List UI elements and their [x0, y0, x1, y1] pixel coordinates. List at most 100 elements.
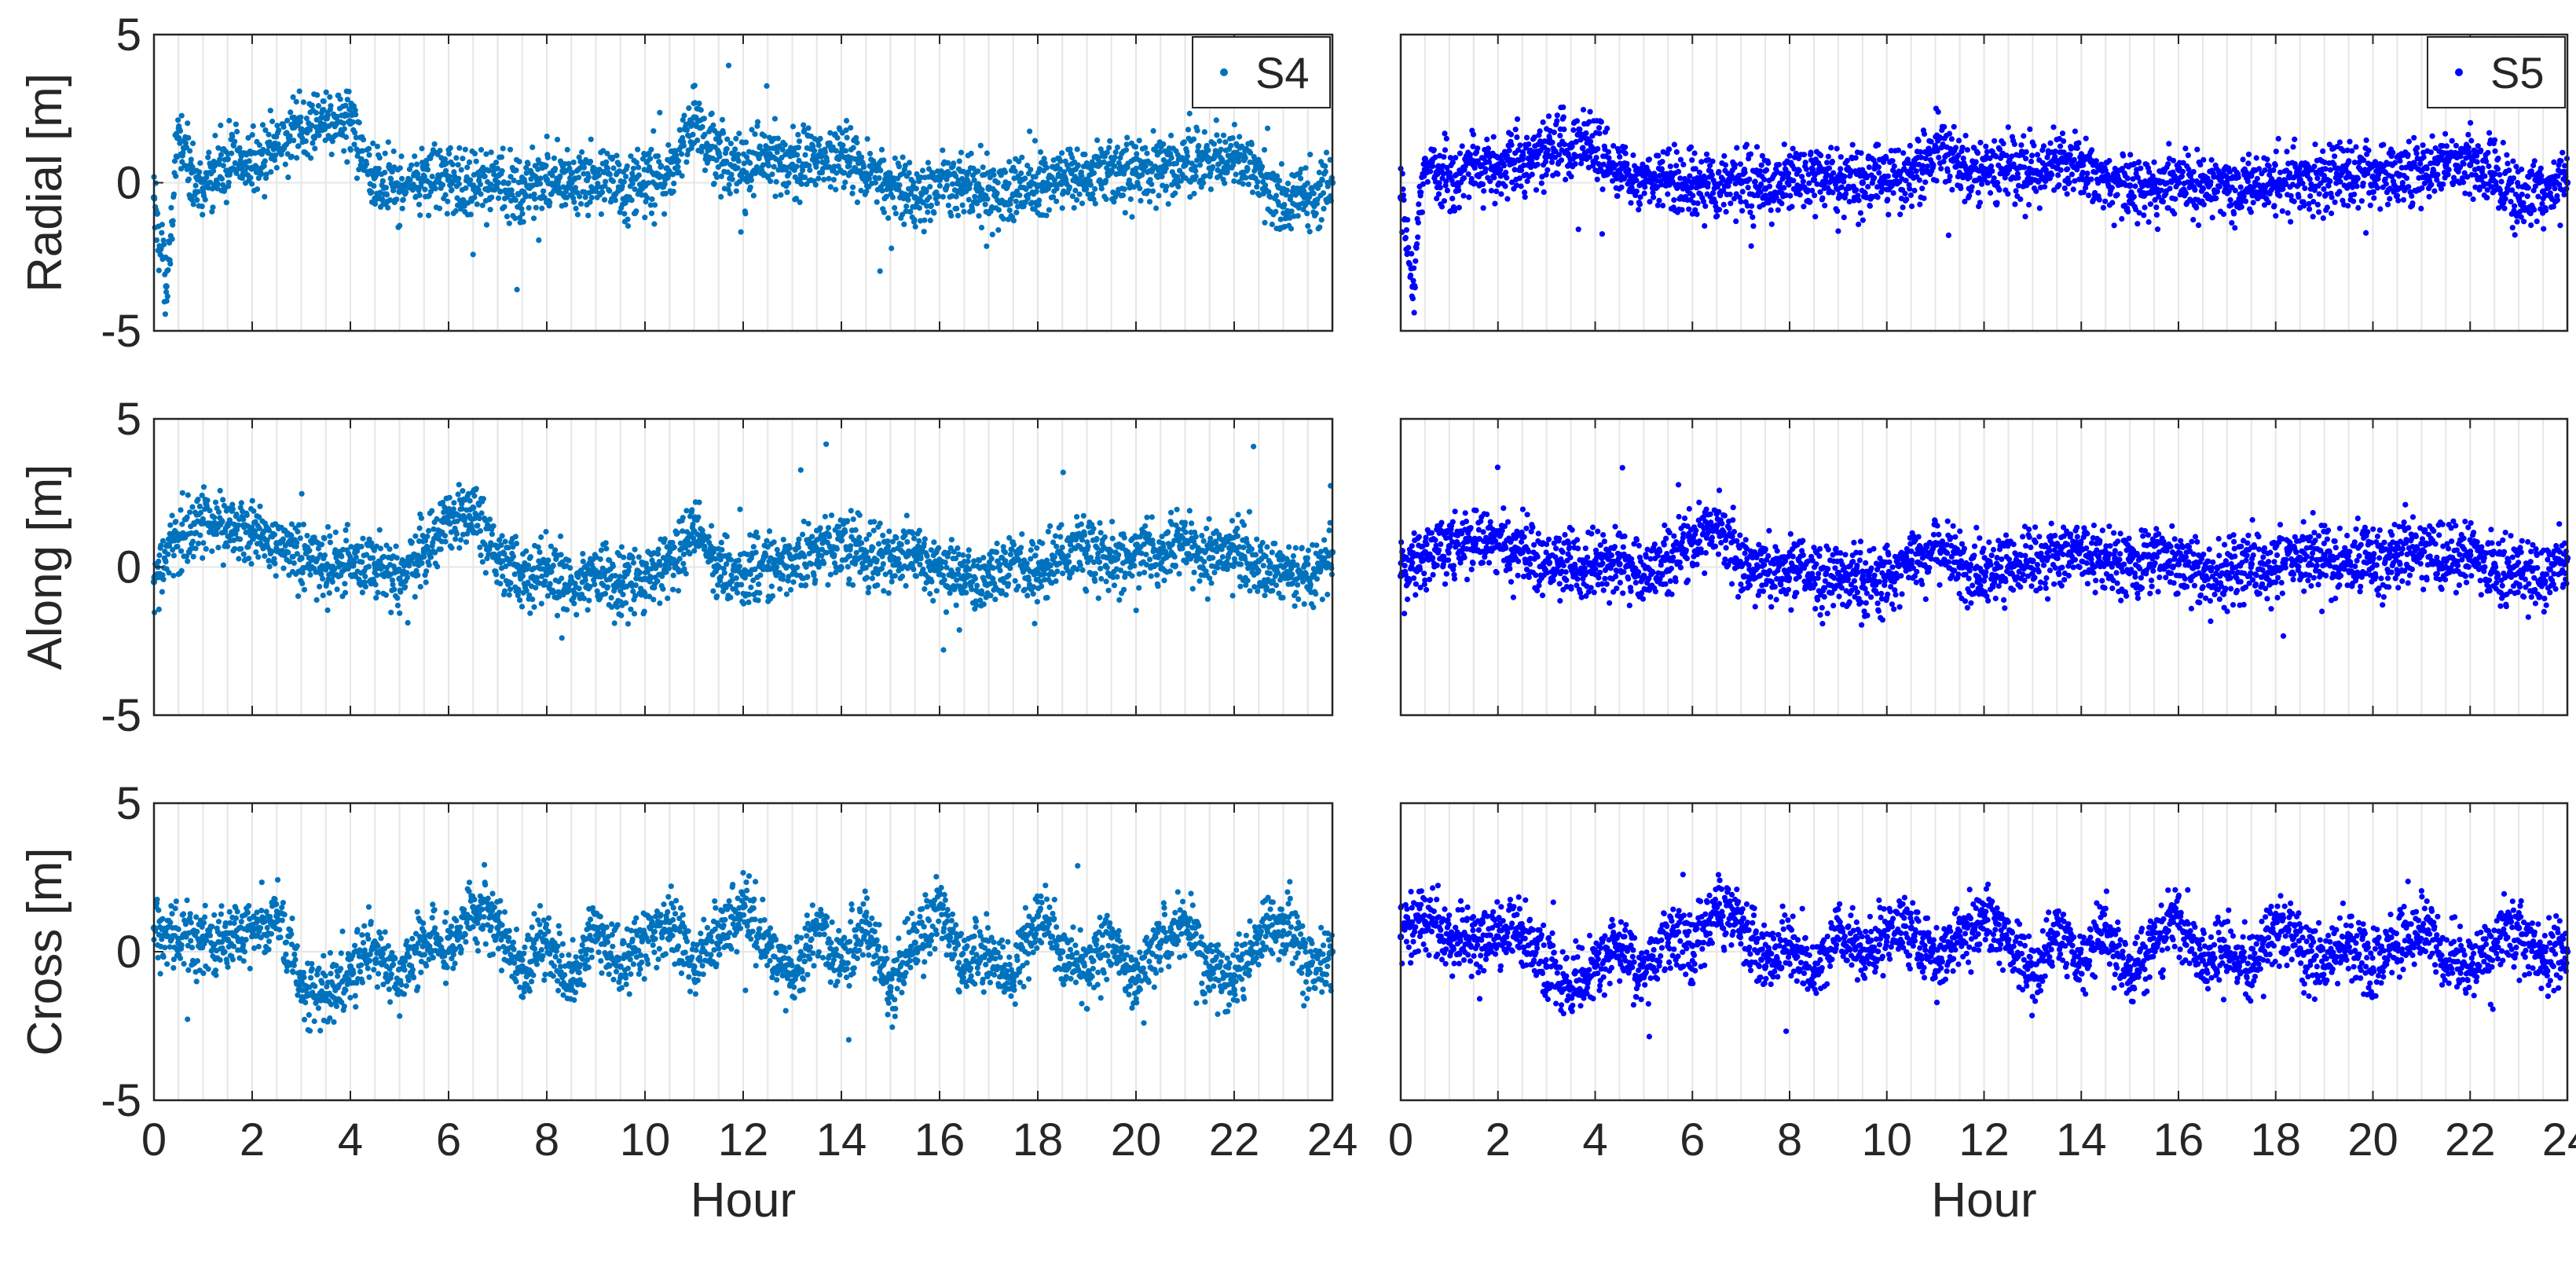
data-point — [1202, 129, 1207, 134]
data-point — [2241, 156, 2246, 162]
data-point — [2167, 185, 2172, 191]
data-point — [1535, 162, 1541, 167]
data-point — [2317, 191, 2322, 196]
data-point — [1193, 174, 1199, 179]
data-point — [661, 211, 667, 217]
data-point — [1769, 222, 1775, 227]
data-point — [1484, 137, 1490, 142]
data-point — [778, 193, 783, 198]
data-point — [1908, 193, 1914, 198]
data-point — [1319, 217, 1325, 222]
data-point — [1750, 223, 1756, 229]
data-point — [478, 182, 483, 187]
data-point — [1822, 203, 1827, 208]
data-point — [1549, 140, 1555, 145]
data-point — [536, 237, 541, 243]
data-point — [471, 251, 476, 257]
data-point — [1834, 208, 1840, 214]
data-point — [532, 196, 537, 202]
data-point — [262, 163, 267, 169]
data-point — [1680, 162, 1686, 167]
data-point — [1618, 185, 1624, 190]
data-point — [2274, 149, 2279, 154]
data-point — [1757, 168, 1763, 174]
data-point — [200, 212, 205, 218]
data-point — [1205, 148, 1211, 153]
data-point — [1742, 170, 1748, 175]
data-point — [1985, 180, 1991, 185]
data-point — [1111, 199, 1116, 204]
data-point — [1633, 178, 1639, 183]
data-point — [881, 157, 886, 163]
data-point — [1808, 149, 1813, 155]
data-point — [676, 158, 681, 163]
data-point — [215, 182, 221, 187]
data-point — [1739, 208, 1745, 214]
data-point — [813, 182, 819, 188]
data-point — [328, 103, 333, 108]
data-point — [1414, 241, 1420, 247]
data-point — [2251, 200, 2256, 205]
data-point — [385, 205, 390, 211]
data-point — [1059, 150, 1064, 156]
data-point — [961, 209, 966, 215]
data-point — [1666, 146, 1672, 152]
data-point — [2120, 153, 2126, 159]
data-point — [313, 110, 319, 116]
series-point — [814, 159, 820, 165]
data-point — [2014, 188, 2019, 193]
data-point — [958, 150, 964, 156]
data-point — [2159, 188, 2164, 193]
data-point — [709, 111, 715, 116]
data-point — [945, 160, 951, 166]
data-point — [357, 119, 362, 125]
data-point — [1692, 150, 1698, 156]
data-point — [1240, 181, 1246, 186]
data-point — [735, 165, 741, 171]
series-point — [838, 152, 845, 159]
data-point — [2153, 204, 2159, 210]
data-point — [2254, 155, 2259, 160]
data-point — [496, 196, 501, 201]
data-point — [1530, 171, 1535, 177]
data-point — [1624, 161, 1629, 167]
data-point — [2238, 185, 2244, 190]
data-point — [2323, 166, 2329, 171]
data-point — [2325, 204, 2330, 210]
data-point — [417, 193, 423, 198]
data-point — [1243, 156, 1248, 161]
data-point — [889, 245, 894, 251]
data-point — [1480, 182, 1486, 187]
data-point — [630, 181, 636, 186]
data-point — [1273, 193, 1279, 198]
data-point — [766, 163, 771, 168]
data-point — [430, 174, 435, 179]
data-point — [2196, 222, 2201, 228]
data-point — [445, 211, 450, 216]
data-point — [2151, 160, 2156, 165]
data-point — [2321, 215, 2326, 221]
data-point — [218, 123, 223, 128]
series-point — [163, 283, 169, 289]
data-point — [2345, 203, 2351, 208]
data-point — [742, 211, 748, 216]
data-point — [464, 164, 470, 170]
data-point — [1706, 181, 1711, 186]
data-point — [1799, 174, 1805, 179]
data-point — [1604, 126, 1610, 131]
data-point — [258, 171, 264, 177]
series-point — [544, 177, 550, 183]
data-point — [995, 190, 1000, 196]
data-point — [251, 123, 256, 129]
data-point — [1124, 141, 1130, 147]
data-point — [2055, 172, 2061, 178]
data-point — [1503, 170, 1508, 175]
data-point — [229, 134, 235, 139]
data-point — [1232, 122, 1237, 127]
data-point — [1734, 145, 1739, 151]
data-point — [351, 141, 357, 147]
data-point — [2132, 183, 2138, 189]
data-point — [178, 128, 183, 134]
data-point — [1824, 160, 1830, 165]
data-point — [456, 176, 461, 182]
